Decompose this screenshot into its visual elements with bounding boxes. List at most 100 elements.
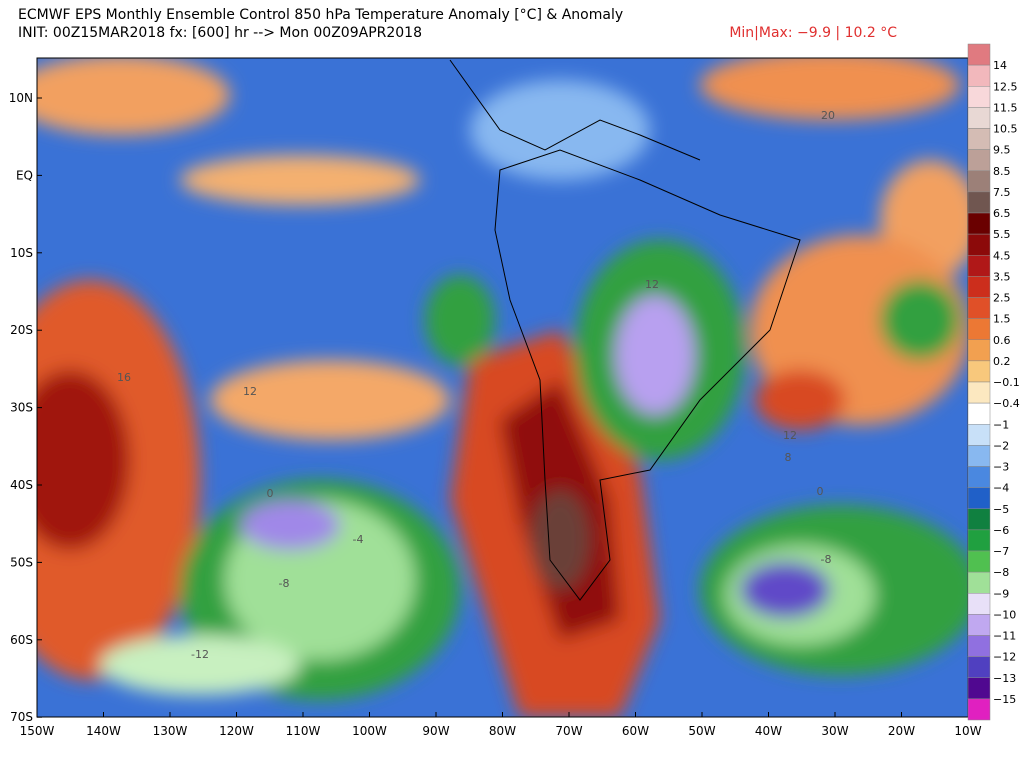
lat-label: 30S	[10, 401, 33, 415]
colorbar-cell	[967, 149, 991, 171]
colorbar-label: 6.5	[993, 207, 1011, 220]
lon-label: 90W	[422, 724, 449, 738]
contour-label: 20	[821, 109, 835, 122]
title: ECMWF EPS Monthly Ensemble Control 850 h…	[18, 7, 623, 23]
colorbar-cell	[967, 212, 991, 235]
colorbar-label: −5	[993, 503, 1009, 516]
colorbar-label: 14	[993, 59, 1007, 72]
colorbar-cell	[967, 614, 991, 636]
colorbar-cell	[967, 635, 991, 657]
lon-label: 30W	[821, 724, 848, 738]
colorbar-cell	[967, 318, 991, 340]
contour-label: 8	[785, 451, 792, 464]
lon-label: 40W	[755, 724, 782, 738]
colorbar-cell	[967, 445, 991, 467]
colorbar-cell	[967, 381, 991, 404]
colorbar-label: −13	[993, 672, 1016, 685]
lon-label: 120W	[219, 724, 254, 738]
init-line: INIT: 00Z15MAR2018 fx: [600] hr --> Mon …	[18, 25, 422, 41]
colorbar-label: 0.2	[993, 355, 1011, 368]
colorbar-label: 7.5	[993, 186, 1011, 199]
lat-label: 20S	[10, 323, 33, 337]
colorbar-cell	[967, 677, 991, 700]
colorbar-label: −0.4	[993, 397, 1020, 410]
contour-label: -12	[191, 648, 209, 661]
colorbar-label: 3.5	[993, 270, 1011, 283]
colorbar-label: −4	[993, 482, 1009, 495]
colorbar-label: 12.5	[993, 80, 1018, 93]
colorbar-label: 10.5	[993, 123, 1018, 136]
colorbar-cell	[967, 656, 991, 678]
colorbar-label: −1	[993, 418, 1009, 431]
colorbar-label: −8	[993, 566, 1009, 579]
colorbar-cell	[967, 107, 991, 129]
contour-label: -4	[353, 533, 364, 546]
colorbar-cell	[967, 86, 991, 108]
lat-label: 10S	[10, 246, 33, 260]
colorbar-label: −15	[993, 693, 1016, 706]
lon-label: 50W	[688, 724, 715, 738]
contour-label: -8	[279, 577, 290, 590]
contour-label: 12	[645, 278, 659, 291]
lat-label: EQ	[16, 168, 33, 182]
colorbar-cell	[967, 402, 991, 425]
colorbar-cell	[967, 128, 991, 150]
colorbar-label: −12	[993, 651, 1016, 664]
contour-label: 12	[783, 429, 797, 442]
colorbar-cell	[967, 508, 991, 531]
colorbar-cell	[967, 466, 991, 488]
contour-label: -8	[821, 553, 832, 566]
lon-label: 100W	[352, 724, 387, 738]
colorbar-label: −6	[993, 524, 1009, 537]
lon-label: 110W	[286, 724, 321, 738]
colorbar-label: 4.5	[993, 249, 1011, 262]
lat-label: 10N	[9, 91, 33, 105]
colorbar-cell	[967, 276, 991, 298]
colorbar-label: 9.5	[993, 144, 1011, 157]
colorbar-label: −10	[993, 608, 1016, 621]
colorbar-label: −7	[993, 545, 1009, 558]
lon-label: 150W	[20, 724, 55, 738]
lon-label: 140W	[86, 724, 121, 738]
colorbar-label: 5.5	[993, 228, 1011, 241]
lon-label: 70W	[555, 724, 582, 738]
lat-label: 60S	[10, 633, 33, 647]
colorbar-cell	[967, 43, 991, 66]
colorbar-label: −11	[993, 630, 1016, 643]
colorbar-cell	[967, 360, 991, 383]
colorbar-label: −2	[993, 439, 1009, 452]
colorbar-cell	[967, 529, 991, 552]
colorbar-label: −3	[993, 461, 1009, 474]
colorbar-label: 1.5	[993, 313, 1011, 326]
colorbar-cell	[967, 550, 991, 573]
colorbar-label: −0.1	[993, 376, 1020, 389]
lon-label: 130W	[153, 724, 188, 738]
map-field	[37, 58, 968, 717]
colorbar-cell	[967, 191, 991, 214]
colorbar-cell	[967, 297, 991, 319]
colorbar-cell	[967, 698, 991, 721]
colorbar-label: 2.5	[993, 292, 1011, 305]
colorbar-cell	[967, 593, 991, 615]
contour-label: 12	[243, 385, 257, 398]
lon-label: 80W	[489, 724, 516, 738]
colorbar-cell	[967, 170, 991, 193]
colorbar-cell	[967, 64, 991, 87]
colorbar-label: 11.5	[993, 101, 1018, 114]
lon-label: 60W	[622, 724, 649, 738]
lat-label: 50S	[10, 555, 33, 569]
colorbar-cell	[967, 424, 991, 446]
colorbar-label: 8.5	[993, 165, 1011, 178]
colorbar-cell	[967, 255, 991, 277]
colorbar-cell	[967, 487, 991, 509]
colorbar-cell	[967, 339, 991, 362]
lat-label: 70S	[10, 710, 33, 724]
colorbar-cell	[967, 571, 991, 594]
colorbar-label: 0.6	[993, 334, 1011, 347]
min-max: Min|Max: −9.9 | 10.2 °C	[729, 25, 897, 41]
lon-label: 20W	[888, 724, 915, 738]
contour-label: 0	[267, 487, 274, 500]
colorbar-cell	[967, 233, 991, 256]
colorbar-label: −9	[993, 587, 1009, 600]
